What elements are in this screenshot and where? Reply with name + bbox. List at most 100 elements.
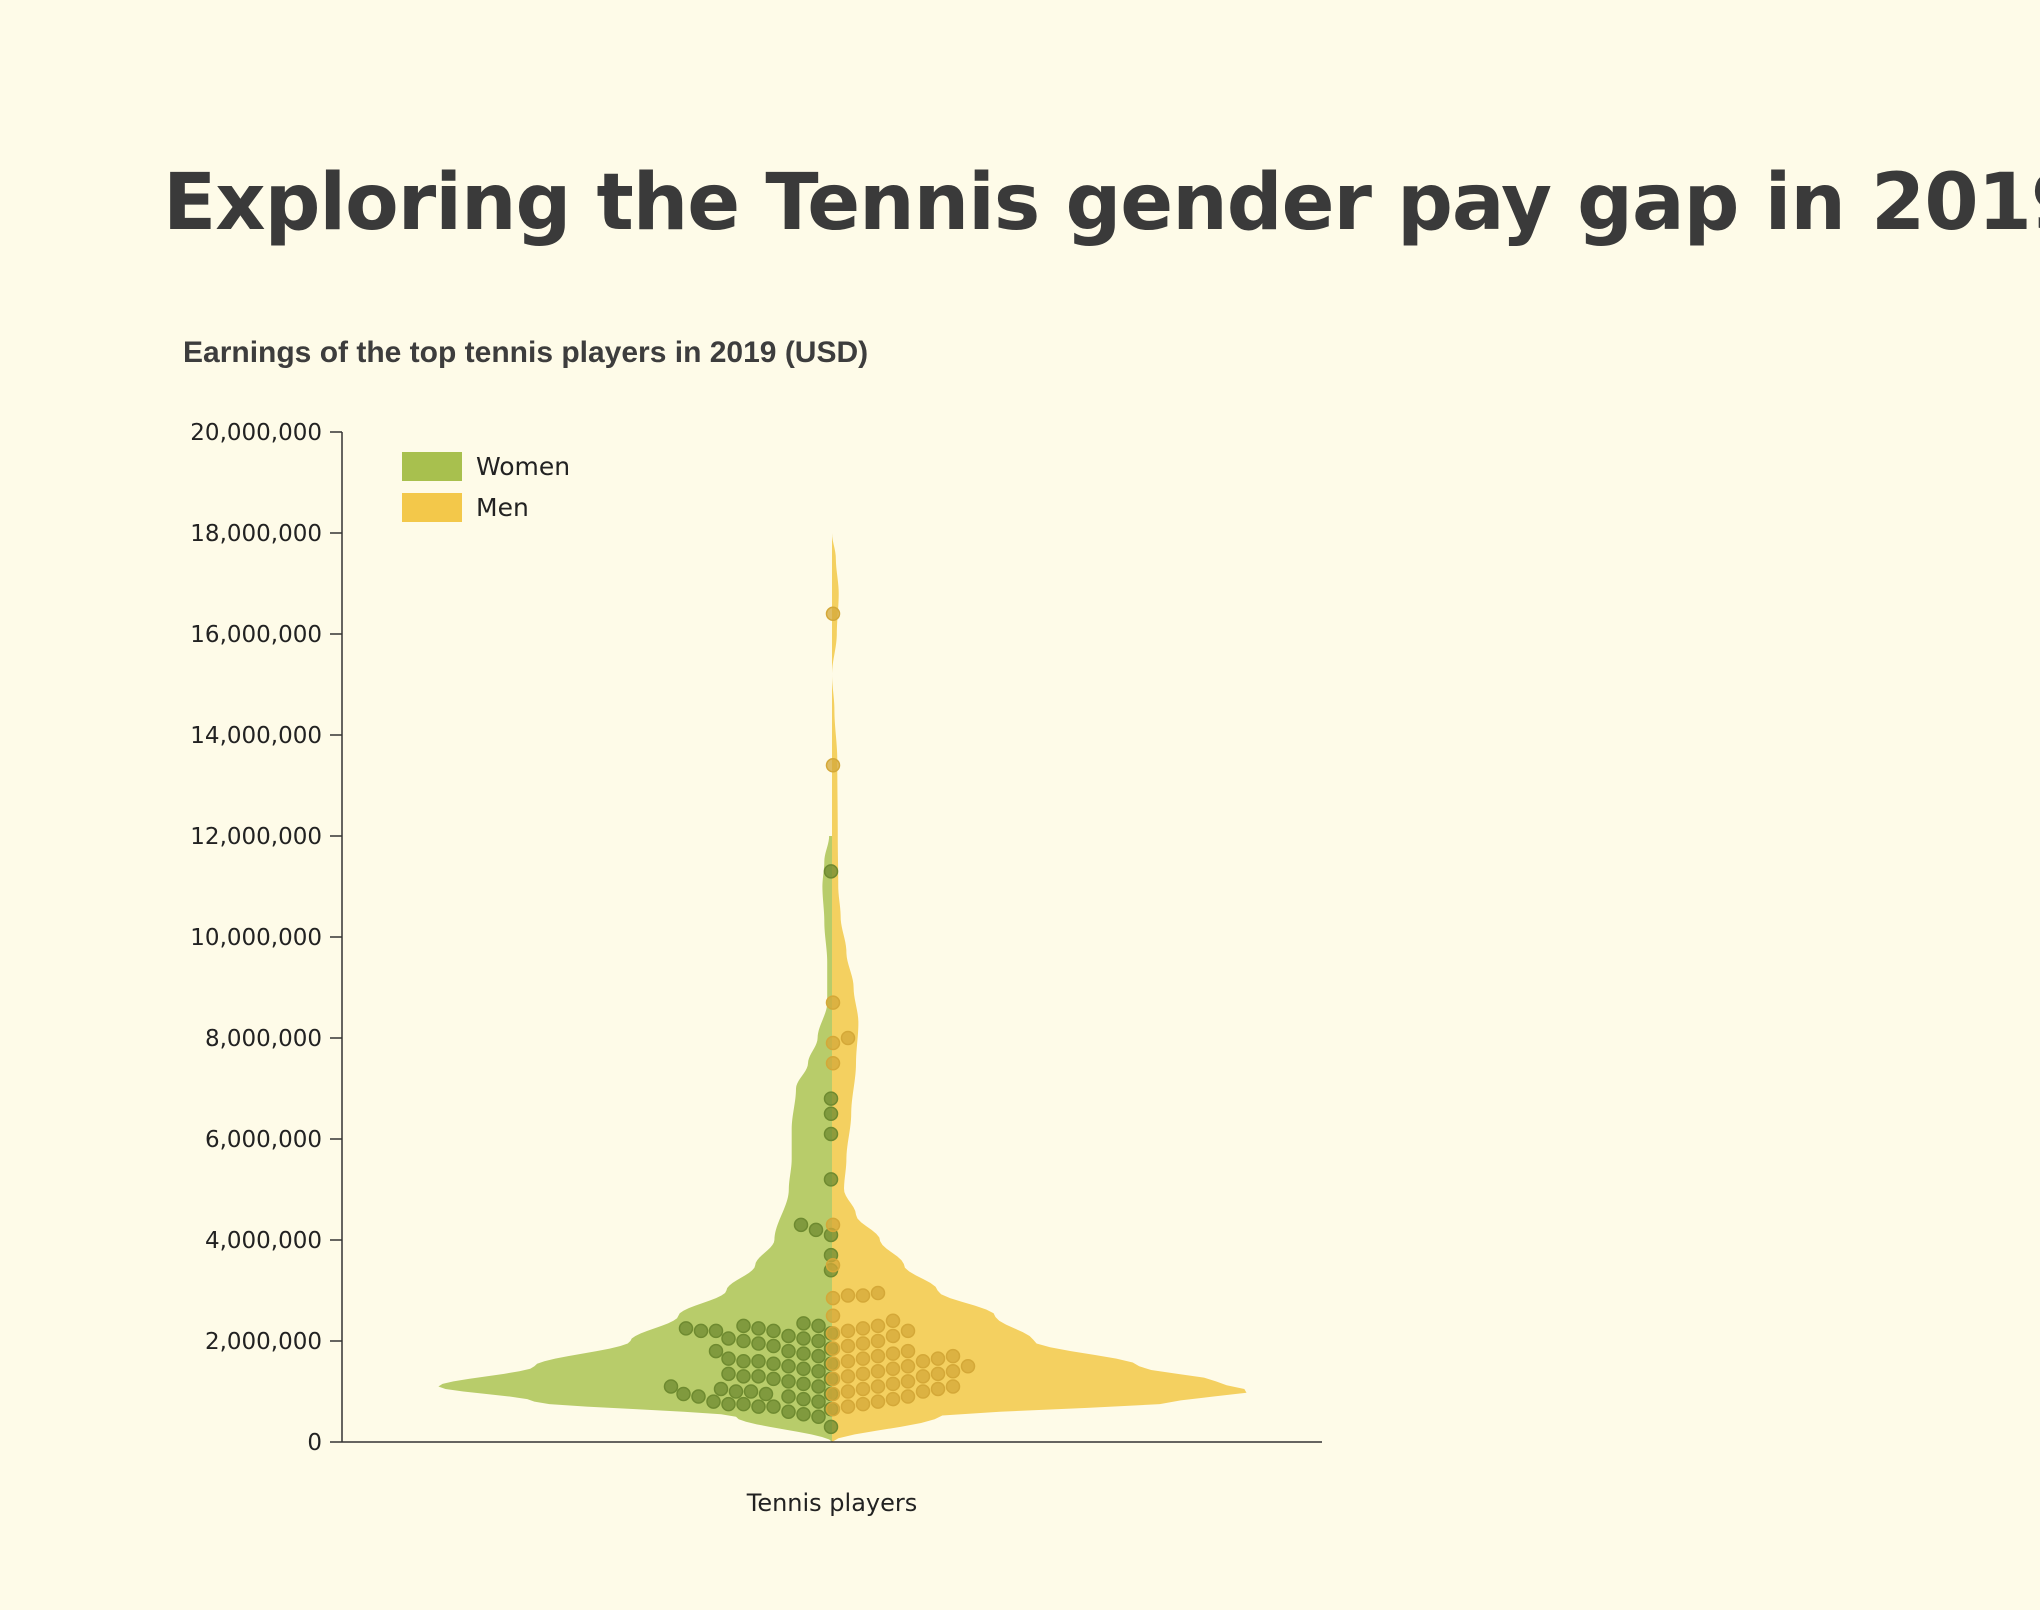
x-axis-label: Tennis players bbox=[746, 1489, 918, 1517]
point-men bbox=[840, 1338, 856, 1354]
point-women bbox=[751, 1369, 766, 1384]
legend-swatch-women bbox=[402, 452, 462, 481]
point-men bbox=[825, 1290, 841, 1306]
point-women bbox=[766, 1356, 781, 1371]
point-women bbox=[758, 1386, 774, 1402]
point-men bbox=[840, 1288, 856, 1303]
legend: Women Men bbox=[402, 452, 570, 522]
point-women bbox=[781, 1374, 796, 1389]
point-men bbox=[870, 1348, 886, 1364]
point-men bbox=[825, 1341, 841, 1356]
point-women bbox=[751, 1399, 766, 1414]
point-men bbox=[825, 1035, 841, 1051]
point-men bbox=[840, 1030, 856, 1046]
point-men bbox=[840, 1323, 856, 1339]
point-women bbox=[811, 1318, 826, 1334]
point-women bbox=[766, 1323, 781, 1339]
point-women bbox=[823, 1091, 839, 1106]
point-women bbox=[721, 1366, 736, 1382]
point-men bbox=[870, 1285, 886, 1301]
point-women bbox=[751, 1321, 766, 1336]
point-women bbox=[781, 1359, 796, 1374]
point-men bbox=[840, 1399, 856, 1414]
point-men bbox=[840, 1384, 856, 1399]
point-women bbox=[811, 1394, 826, 1409]
point-men bbox=[885, 1328, 901, 1344]
point-women bbox=[676, 1386, 691, 1402]
point-men bbox=[900, 1323, 916, 1339]
legend-swatch-men bbox=[402, 493, 462, 522]
point-men bbox=[885, 1391, 901, 1407]
point-women bbox=[663, 1379, 679, 1394]
y-tick-label: 18,000,000 bbox=[190, 521, 322, 547]
point-men bbox=[945, 1364, 961, 1379]
point-men bbox=[825, 1326, 841, 1341]
point-men bbox=[825, 995, 841, 1010]
point-men bbox=[915, 1384, 931, 1399]
point-women bbox=[796, 1361, 811, 1377]
point-men bbox=[915, 1369, 931, 1384]
point-men bbox=[825, 606, 841, 622]
x-axis: Tennis players bbox=[342, 1441, 1322, 1517]
point-women bbox=[736, 1318, 751, 1334]
point-women bbox=[713, 1381, 729, 1397]
page-title: Exploring the Tennis gender pay gap in 2… bbox=[163, 158, 2040, 248]
point-men bbox=[840, 1369, 856, 1384]
point-men bbox=[870, 1379, 886, 1394]
y-tick-label: 14,000,000 bbox=[190, 723, 322, 749]
point-women bbox=[796, 1376, 811, 1392]
point-men bbox=[900, 1374, 916, 1389]
point-men bbox=[930, 1381, 946, 1397]
point-men bbox=[870, 1333, 886, 1349]
point-men bbox=[930, 1351, 946, 1366]
violin-shapes bbox=[438, 533, 1247, 1442]
point-women bbox=[823, 1126, 839, 1142]
point-men bbox=[960, 1359, 976, 1374]
point-women bbox=[781, 1343, 796, 1359]
point-men bbox=[915, 1353, 931, 1369]
point-women bbox=[691, 1389, 706, 1404]
point-women bbox=[811, 1333, 826, 1349]
point-women bbox=[721, 1351, 736, 1366]
point-men bbox=[825, 1386, 841, 1402]
point-women bbox=[781, 1404, 796, 1419]
point-men bbox=[855, 1321, 871, 1336]
point-women bbox=[823, 1172, 839, 1187]
point-men bbox=[855, 1288, 871, 1303]
y-tick-label: 20,000,000 bbox=[190, 420, 322, 446]
point-women bbox=[811, 1348, 826, 1364]
point-men bbox=[885, 1346, 901, 1361]
point-men bbox=[855, 1351, 871, 1366]
point-women bbox=[743, 1384, 759, 1399]
y-tick-label: 2,000,000 bbox=[205, 1329, 322, 1355]
data-points bbox=[663, 606, 976, 1435]
point-women bbox=[721, 1331, 736, 1346]
point-women bbox=[796, 1331, 811, 1346]
point-women bbox=[736, 1353, 751, 1369]
point-women bbox=[736, 1396, 751, 1412]
point-men bbox=[825, 1356, 841, 1371]
point-women bbox=[728, 1384, 744, 1399]
y-tick-label: 12,000,000 bbox=[190, 824, 322, 850]
point-men bbox=[855, 1366, 871, 1382]
point-women bbox=[811, 1364, 826, 1379]
point-women bbox=[796, 1346, 811, 1361]
y-tick-label: 6,000,000 bbox=[205, 1127, 322, 1153]
point-women bbox=[678, 1321, 694, 1336]
legend-label-women: Women bbox=[476, 452, 570, 481]
point-men bbox=[855, 1396, 871, 1412]
point-women bbox=[751, 1353, 766, 1369]
point-women bbox=[781, 1389, 796, 1404]
point-men bbox=[945, 1348, 961, 1364]
point-women bbox=[823, 864, 839, 879]
point-women bbox=[811, 1409, 826, 1424]
legend-label-men: Men bbox=[476, 493, 529, 522]
point-women bbox=[808, 1222, 824, 1238]
point-men bbox=[840, 1353, 856, 1369]
point-women bbox=[766, 1399, 781, 1414]
point-men bbox=[870, 1318, 886, 1334]
point-men bbox=[945, 1379, 961, 1394]
y-tick-label: 16,000,000 bbox=[190, 622, 322, 648]
y-tick-label: 4,000,000 bbox=[205, 1228, 322, 1254]
